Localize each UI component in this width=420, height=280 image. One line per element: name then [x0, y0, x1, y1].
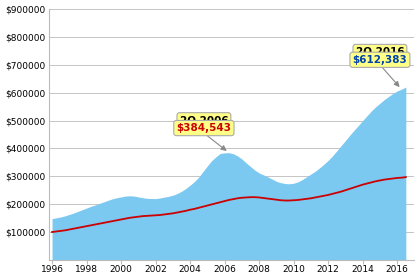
- Text: 2Q 2016: 2Q 2016: [356, 47, 404, 57]
- Text: $384,543: $384,543: [176, 123, 231, 133]
- Text: 2Q 2006: 2Q 2006: [180, 115, 228, 125]
- Text: $612,383: $612,383: [352, 55, 407, 65]
